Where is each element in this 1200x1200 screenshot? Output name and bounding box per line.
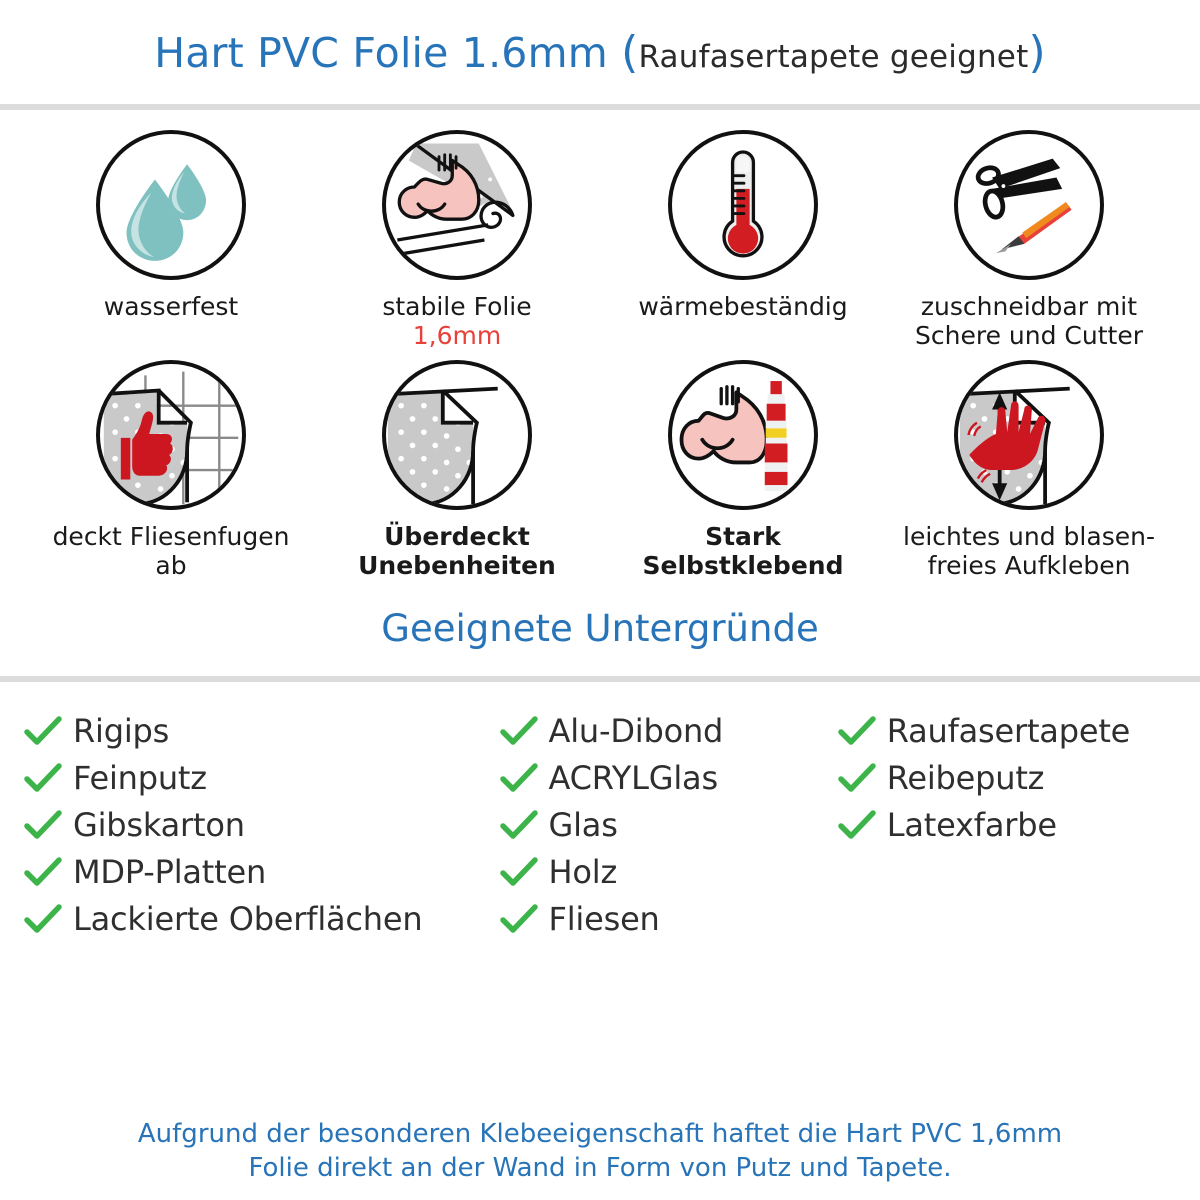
list-item: ACRYLGlas bbox=[499, 757, 838, 799]
list-item-label: Rigips bbox=[73, 712, 170, 750]
feature-leichtes-aufkleben: leichtes und blasen- freies Aufkleben bbox=[892, 360, 1166, 580]
list-item: Raufasertapete bbox=[838, 710, 1176, 752]
page-title-note: Raufasertapete geeignet bbox=[638, 38, 1029, 75]
list-item-label: Feinputz bbox=[73, 759, 207, 797]
water-drops-icon bbox=[96, 130, 246, 280]
list-item-label: ACRYLGlas bbox=[548, 759, 719, 797]
check-icon bbox=[24, 810, 62, 840]
feature-label: deckt Fliesenfugen ab bbox=[52, 522, 290, 580]
divider-top bbox=[0, 104, 1200, 110]
substrates-column-3: Raufasertapete Reibeputz Latexfarbe bbox=[838, 710, 1176, 945]
feature-caption: Stark Selbstklebend bbox=[642, 522, 844, 580]
feature-ueberdeckt-unebenheiten: Überdeckt Unebenheiten bbox=[320, 360, 594, 580]
thermometer-icon bbox=[668, 130, 818, 280]
foil-peel-icon bbox=[382, 360, 532, 510]
list-item: Rigips bbox=[24, 710, 500, 752]
paren-open: ( bbox=[621, 26, 639, 78]
feature-label-line1: Überdeckt bbox=[384, 522, 530, 551]
feature-icon-grid: wasserfest bbox=[0, 110, 1200, 580]
feature-wasserfest: wasserfest bbox=[34, 130, 308, 350]
list-item-label: MDP-Platten bbox=[73, 853, 267, 891]
feature-caption: Überdeckt Unebenheiten bbox=[358, 522, 556, 580]
paren-close: ) bbox=[1028, 26, 1046, 78]
feature-label-line1: zuschneidbar mit bbox=[920, 292, 1138, 321]
page-title: Hart PVC Folie 1.6mm (Raufasertapete gee… bbox=[154, 27, 1046, 78]
check-icon bbox=[499, 716, 538, 746]
feature-zuschneidbar: zuschneidbar mit Schere und Cutter bbox=[892, 130, 1166, 350]
list-item-label: Fliesen bbox=[548, 900, 660, 938]
list-item: Holz bbox=[499, 851, 838, 893]
feature-label-line2: freies Aufkleben bbox=[927, 550, 1131, 580]
list-item: Gibskarton bbox=[24, 804, 500, 846]
substrates-heading-bar: Geeignete Untergründe bbox=[0, 580, 1200, 676]
thumbs-up-tiles-icon bbox=[96, 360, 246, 510]
list-item: Lackierte Oberflächen bbox=[24, 898, 500, 940]
feature-label: wärmebeständig bbox=[638, 292, 848, 321]
list-item-label: Latexfarbe bbox=[886, 806, 1057, 844]
list-item: Feinputz bbox=[24, 757, 500, 799]
divider-bottom bbox=[0, 676, 1200, 682]
substrates-list: Rigips Feinputz Gibskarton MDP-Platten L… bbox=[0, 682, 1200, 945]
feature-label: wasserfest bbox=[103, 292, 239, 321]
check-icon bbox=[24, 763, 62, 793]
footer-line-2: Folie direkt an der Wand in Form von Put… bbox=[248, 1153, 952, 1184]
feature-label-line2: Unebenheiten bbox=[358, 550, 556, 580]
list-item: Glas bbox=[499, 804, 838, 846]
check-icon bbox=[24, 904, 62, 934]
feature-label-line1: leichtes und blasen- bbox=[903, 522, 1155, 551]
list-item: Reibeputz bbox=[838, 757, 1176, 799]
footer-note: Aufgrund der besonderen Klebeeigenschaft… bbox=[0, 1118, 1200, 1186]
check-icon bbox=[499, 763, 538, 793]
feature-row-1: wasserfest bbox=[0, 130, 1200, 350]
feature-stark-selbstklebend: Stark Selbstklebend bbox=[606, 360, 880, 580]
page-title-main: Hart PVC Folie 1.6mm bbox=[154, 28, 608, 77]
feature-caption: zuschneidbar mit Schere und Cutter bbox=[915, 292, 1143, 350]
feature-caption: wärmebeständig bbox=[638, 292, 848, 322]
list-item-label: Gibskarton bbox=[73, 806, 245, 844]
strong-arm-foil-icon bbox=[382, 130, 532, 280]
check-icon bbox=[838, 763, 876, 793]
list-item-label: Glas bbox=[548, 806, 618, 844]
substrates-column-2: Alu-Dibond ACRYLGlas Glas Holz Fliesen bbox=[499, 710, 838, 945]
scissors-cutter-icon bbox=[954, 130, 1104, 280]
list-item-label: Alu-Dibond bbox=[548, 712, 724, 750]
feature-row-2: deckt Fliesenfugen ab bbox=[0, 360, 1200, 580]
substrates-heading: Geeignete Untergründe bbox=[381, 606, 819, 650]
feature-label-line2: Schere und Cutter bbox=[915, 320, 1143, 350]
substrates-column-1: Rigips Feinputz Gibskarton MDP-Platten L… bbox=[24, 710, 500, 945]
hand-arrow-foil-icon bbox=[954, 360, 1104, 510]
feature-label-line2: Selbstklebend bbox=[642, 550, 844, 580]
list-item-label: Reibeputz bbox=[886, 759, 1045, 797]
check-icon bbox=[838, 716, 876, 746]
feature-thickness-label: 1,6mm bbox=[412, 320, 502, 350]
feature-label: stabile Folie bbox=[382, 292, 532, 321]
feature-waermebestaendig: wärmebeständig bbox=[606, 130, 880, 350]
feature-deckt-fliesenfugen: deckt Fliesenfugen ab bbox=[34, 360, 308, 580]
feature-label-line1: Stark bbox=[705, 522, 781, 551]
list-item-label: Lackierte Oberflächen bbox=[73, 900, 423, 938]
list-item: MDP-Platten bbox=[24, 851, 500, 893]
list-item-label: Holz bbox=[548, 853, 618, 891]
footer-line-1: Aufgrund der besonderen Klebeeigenschaft… bbox=[137, 1119, 1063, 1150]
feature-stabile-folie: stabile Folie 1,6mm bbox=[320, 130, 594, 350]
feature-caption: leichtes und blasen- freies Aufkleben bbox=[903, 522, 1155, 580]
arm-glue-tube-icon bbox=[668, 360, 818, 510]
check-icon bbox=[499, 857, 538, 887]
check-icon bbox=[24, 857, 62, 887]
list-item: Latexfarbe bbox=[838, 804, 1176, 846]
feature-caption: wasserfest bbox=[103, 292, 239, 322]
feature-caption: stabile Folie 1,6mm bbox=[382, 292, 532, 350]
check-icon bbox=[24, 716, 62, 746]
check-icon bbox=[499, 810, 538, 840]
list-item: Alu-Dibond bbox=[499, 710, 838, 752]
list-item-label: Raufasertapete bbox=[886, 712, 1131, 750]
feature-caption: deckt Fliesenfugen ab bbox=[34, 522, 308, 580]
check-icon bbox=[838, 810, 876, 840]
list-item: Fliesen bbox=[499, 898, 838, 940]
check-icon bbox=[499, 904, 538, 934]
page-header: Hart PVC Folie 1.6mm (Raufasertapete gee… bbox=[0, 0, 1200, 104]
